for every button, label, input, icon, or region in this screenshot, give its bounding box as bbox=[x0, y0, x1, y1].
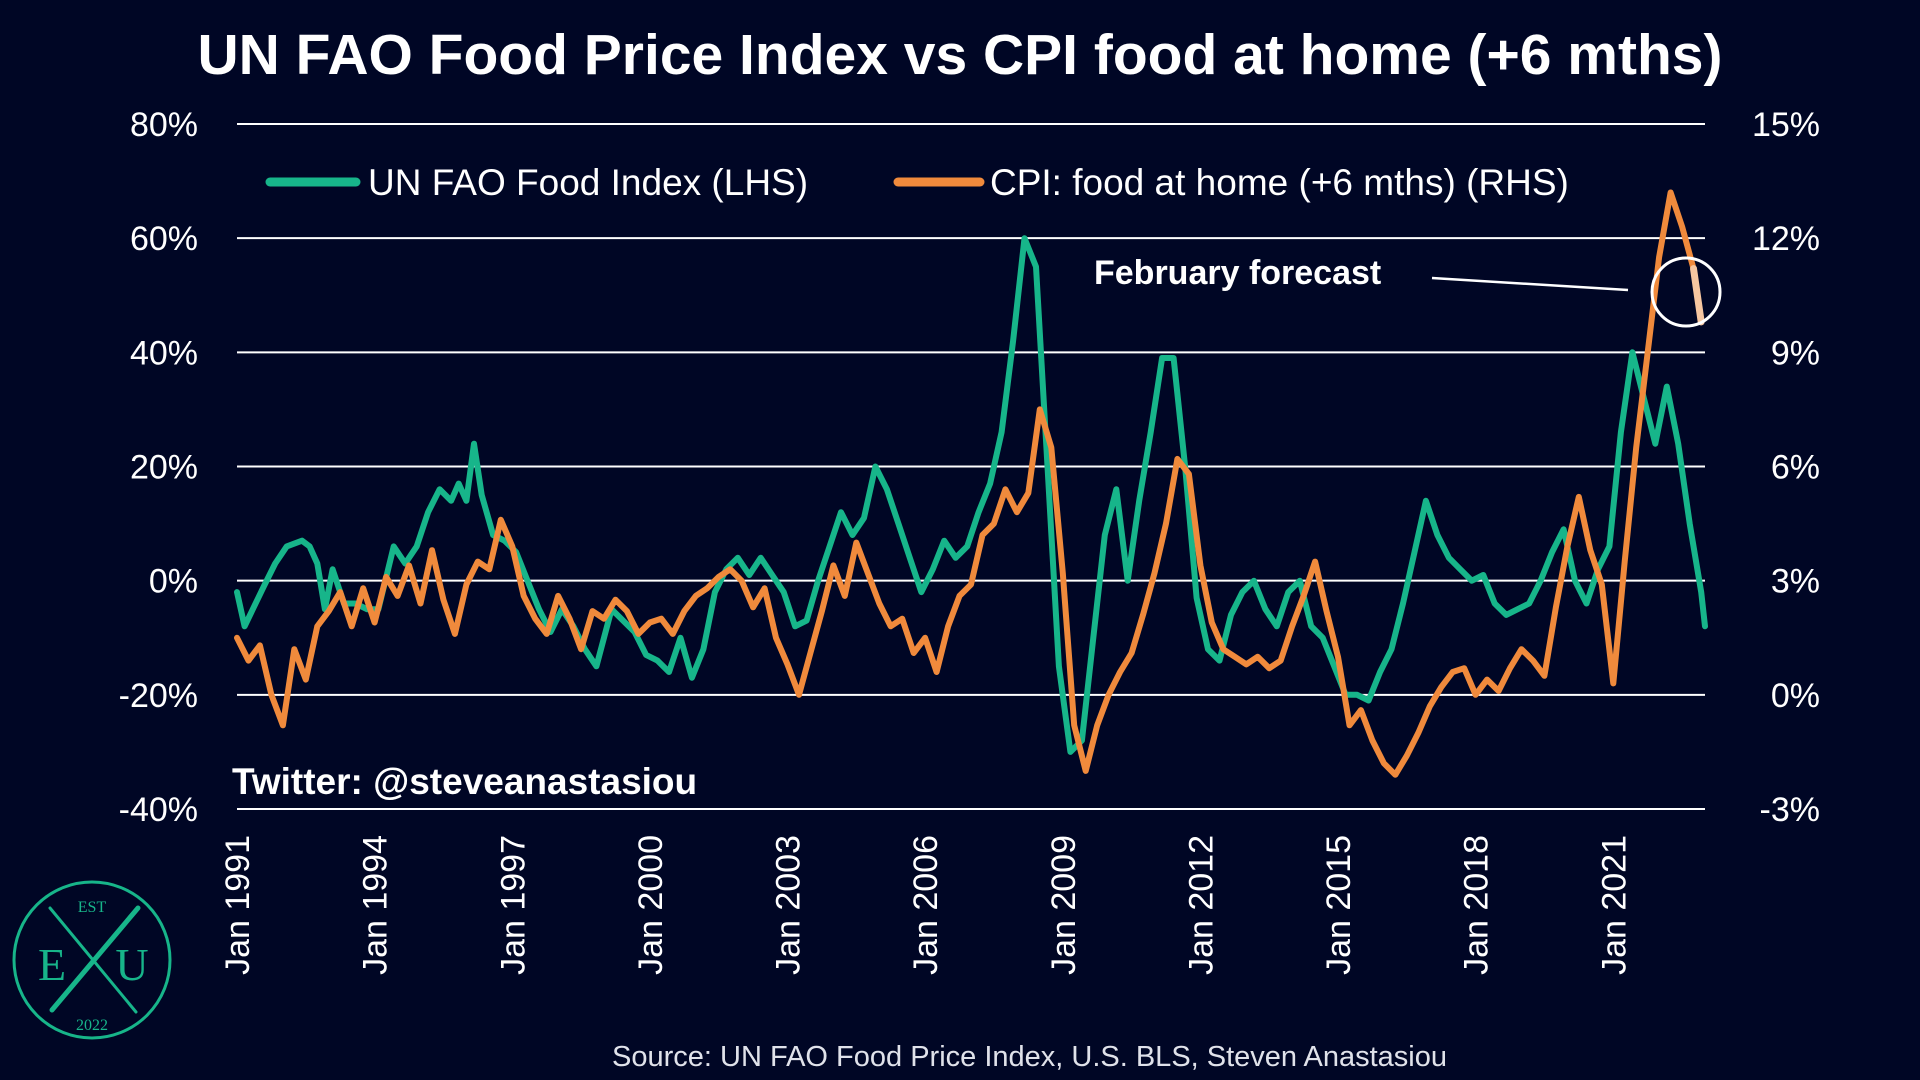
legend: UN FAO Food Index (LHS) CPI: food at hom… bbox=[265, 162, 1569, 203]
x-tick-label: Jan 2000 bbox=[632, 835, 670, 975]
source-note: Source: UN FAO Food Price Index, U.S. BL… bbox=[612, 1041, 1447, 1073]
forecast-annotation-pointer bbox=[1431, 276, 1629, 292]
x-tick-label: Jan 2006 bbox=[907, 835, 945, 975]
x-tick-label: Jan 1991 bbox=[219, 835, 257, 975]
logo-left-letter: E bbox=[38, 939, 66, 990]
right-y-tick-label: -3% bbox=[1760, 791, 1820, 829]
gridlines bbox=[237, 123, 1705, 810]
x-tick-label: Jan 2009 bbox=[1045, 835, 1083, 975]
x-tick-label: Jan 2018 bbox=[1458, 835, 1496, 975]
right-y-tick-label: 3% bbox=[1771, 563, 1820, 601]
logo-bottom-text: 2022 bbox=[76, 1017, 108, 1034]
x-axis: Jan 1991 Jan 1994 Jan 1997 Jan 2000 Jan 2003… bbox=[219, 835, 1633, 975]
logo-ring bbox=[12, 880, 172, 1040]
cpi-series-line bbox=[234, 189, 1697, 778]
legend-fao-label: UN FAO Food Index (LHS) bbox=[368, 162, 808, 203]
series-layer bbox=[234, 189, 1708, 778]
logo-right-letter: U bbox=[115, 939, 148, 990]
twitter-handle: Twitter: @steveanastasiou bbox=[232, 761, 697, 802]
chart-title: UN FAO Food Price Index vs CPI food at h… bbox=[198, 23, 1723, 87]
x-tick-label: Jan 2021 bbox=[1595, 835, 1633, 975]
x-tick-label: Jan 2012 bbox=[1182, 835, 1220, 975]
right-y-tick-label: 6% bbox=[1771, 449, 1820, 487]
x-tick-label: Jan 2003 bbox=[770, 835, 808, 975]
x-tick-label: Jan 1994 bbox=[357, 835, 395, 975]
right-y-tick-label: 0% bbox=[1771, 677, 1820, 715]
left-y-axis: 80% 60% 40% 20% 0% -20% -40% bbox=[119, 106, 198, 829]
forecast-series-line bbox=[1690, 265, 1705, 326]
left-y-tick-label: 60% bbox=[130, 220, 198, 258]
logo-top-text: EST bbox=[78, 899, 107, 916]
left-y-tick-label: 80% bbox=[130, 106, 198, 144]
logo: EST E U 2022 bbox=[12, 880, 172, 1040]
legend-cpi-label: CPI: food at home (+6 mths) (RHS) bbox=[990, 162, 1569, 203]
left-y-tick-label: 20% bbox=[130, 449, 198, 487]
logo-cross-stroke-2 bbox=[48, 906, 138, 1014]
fao-series-line bbox=[234, 235, 1708, 755]
forecast-annotation: February forecast bbox=[1094, 254, 1722, 328]
forecast-annotation-label: February forecast bbox=[1094, 254, 1381, 292]
right-y-axis: 15% 12% 9% 6% 3% 0% -3% bbox=[1752, 106, 1820, 829]
left-y-tick-label: 0% bbox=[149, 563, 198, 601]
logo-cross-stroke-1 bbox=[49, 905, 141, 1013]
right-y-tick-label: 12% bbox=[1752, 220, 1820, 258]
forecast-annotation-circle bbox=[1650, 256, 1722, 328]
left-y-tick-label: 40% bbox=[130, 334, 198, 372]
x-tick-label: Jan 1997 bbox=[494, 835, 532, 975]
left-y-tick-label: -20% bbox=[119, 677, 198, 715]
x-tick-label: Jan 2015 bbox=[1320, 835, 1358, 975]
right-y-tick-label: 15% bbox=[1752, 106, 1820, 144]
left-y-tick-label: -40% bbox=[119, 791, 198, 829]
right-y-tick-label: 9% bbox=[1771, 334, 1820, 372]
